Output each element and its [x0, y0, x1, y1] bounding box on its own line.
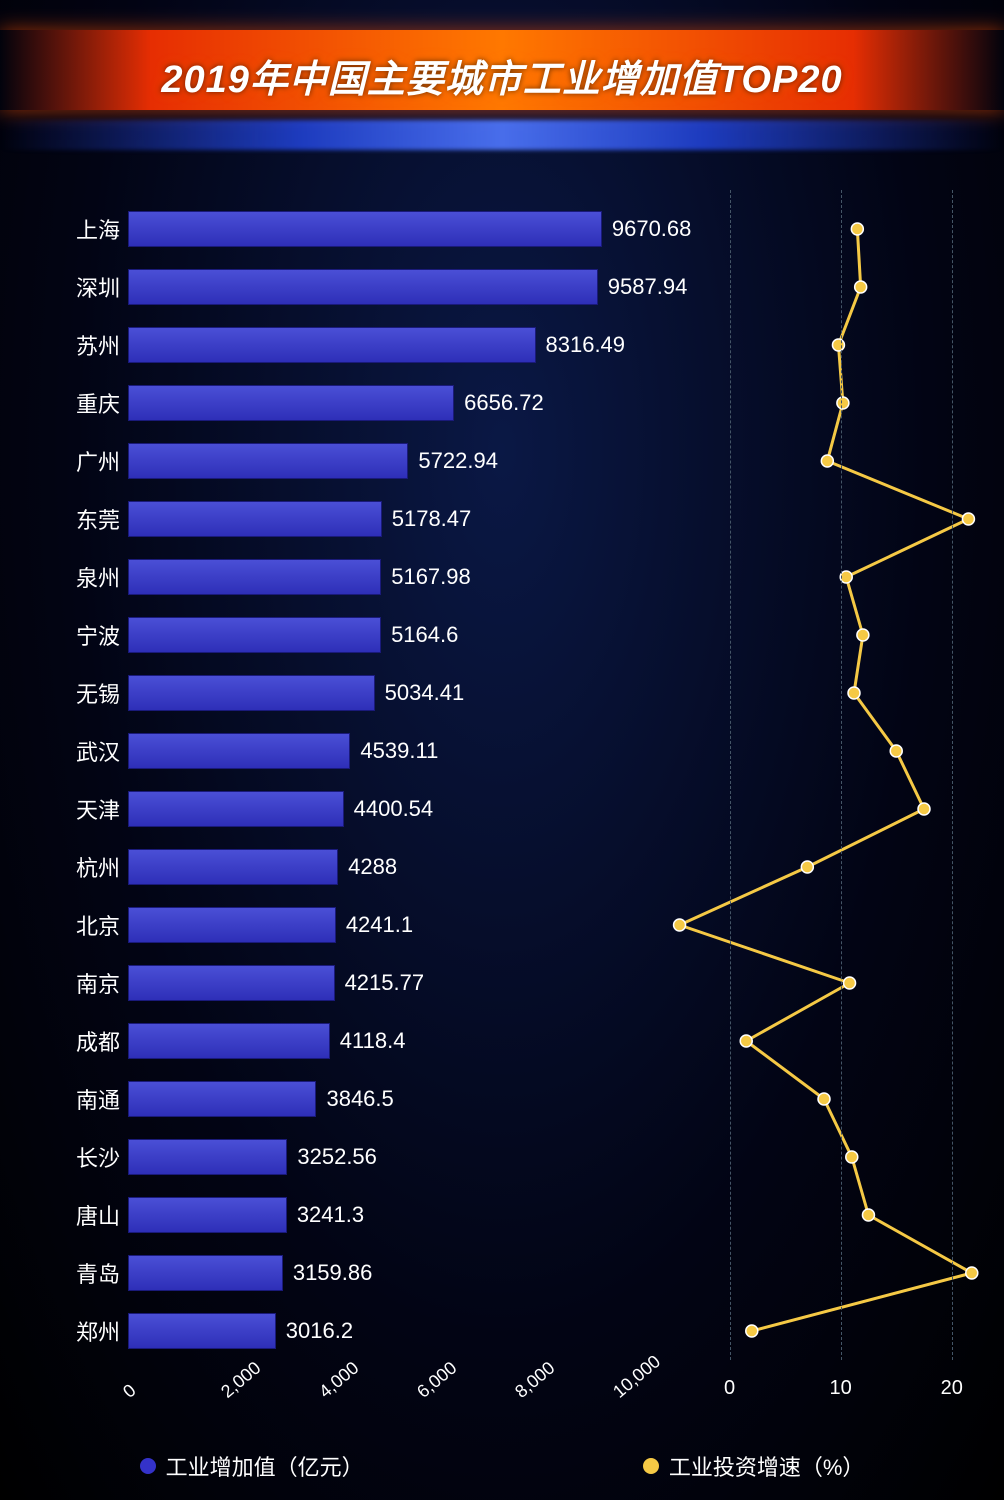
chart-row: 郑州 3016.2	[60, 1302, 974, 1360]
city-label: 南通	[60, 1083, 120, 1115]
line-x-tick: 10	[830, 1377, 852, 1400]
value-bar	[128, 617, 381, 653]
line-swatch-icon	[643, 1458, 659, 1474]
value-bar	[128, 385, 454, 421]
bar-value-label: 9587.94	[608, 274, 688, 300]
chart-row: 南京 4215.77	[60, 954, 974, 1012]
city-label: 天津	[60, 793, 120, 825]
city-label: 长沙	[60, 1141, 120, 1173]
value-bar	[128, 1023, 330, 1059]
legend-line-label: 工业投资增速（%）	[669, 1450, 865, 1482]
city-label: 唐山	[60, 1199, 120, 1231]
value-bar	[128, 559, 381, 595]
city-label: 上海	[60, 213, 120, 245]
bar-x-tick: 8,000	[511, 1358, 559, 1403]
line-x-tick: 0	[724, 1377, 735, 1400]
value-bar	[128, 501, 382, 537]
bar-value-label: 4400.54	[354, 796, 434, 822]
bar-value-label: 3846.5	[326, 1086, 393, 1112]
city-label: 广州	[60, 445, 120, 477]
bar-swatch-icon	[140, 1458, 156, 1474]
bar-value-label: 3159.86	[293, 1260, 373, 1286]
city-label: 杭州	[60, 851, 120, 883]
bar-x-tick: 6,000	[413, 1358, 461, 1403]
bar-value-label: 3241.3	[297, 1202, 364, 1228]
chart-row: 青岛 3159.86	[60, 1244, 974, 1302]
title-banner: 2019年中国主要城市工业增加值TOP20	[0, 0, 1004, 150]
bar-value-label: 8316.49	[546, 332, 626, 358]
chart-row: 东莞 5178.47	[60, 490, 974, 548]
chart-row: 北京 4241.1	[60, 896, 974, 954]
chart-row: 深圳 9587.94	[60, 258, 974, 316]
city-label: 南京	[60, 967, 120, 999]
chart-row: 南通 3846.5	[60, 1070, 974, 1128]
bar-value-label: 4288	[348, 854, 397, 880]
city-label: 北京	[60, 909, 120, 941]
chart-row: 长沙 3252.56	[60, 1128, 974, 1186]
chart-row: 宁波 5164.6	[60, 606, 974, 664]
chart-row: 无锡 5034.41	[60, 664, 974, 722]
city-label: 无锡	[60, 677, 120, 709]
value-bar	[128, 327, 536, 363]
value-bar	[128, 1139, 287, 1175]
city-label: 成都	[60, 1025, 120, 1057]
value-bar	[128, 733, 350, 769]
legend-bar: 工业增加值（亿元）	[140, 1450, 364, 1482]
value-bar	[128, 907, 336, 943]
city-label: 青岛	[60, 1257, 120, 1289]
bar-value-label: 6656.72	[464, 390, 544, 416]
city-label: 武汉	[60, 735, 120, 767]
chart-row: 上海 9670.68	[60, 200, 974, 258]
value-bar	[128, 965, 335, 1001]
chart-row: 唐山 3241.3	[60, 1186, 974, 1244]
chart-title: 2019年中国主要城市工业增加值TOP20	[161, 48, 842, 103]
chart-row: 杭州 4288	[60, 838, 974, 896]
value-bar	[128, 1197, 287, 1233]
value-bar	[128, 849, 338, 885]
city-label: 苏州	[60, 329, 120, 361]
value-bar	[128, 443, 408, 479]
bar-value-label: 5167.98	[391, 564, 471, 590]
chart-row: 重庆 6656.72	[60, 374, 974, 432]
city-label: 宁波	[60, 619, 120, 651]
value-bar	[128, 675, 375, 711]
value-bar	[128, 211, 602, 247]
bar-value-label: 5164.6	[391, 622, 458, 648]
bar-value-label: 9670.68	[612, 216, 692, 242]
city-label: 东莞	[60, 503, 120, 535]
bar-value-label: 5034.41	[385, 680, 465, 706]
bar-value-label: 4539.11	[360, 738, 438, 764]
bar-value-label: 4118.4	[340, 1028, 406, 1054]
bar-value-label: 4215.77	[345, 970, 425, 996]
chart-row: 成都 4118.4	[60, 1012, 974, 1070]
line-x-tick: 20	[941, 1377, 963, 1400]
legend: 工业增加值（亿元） 工业投资增速（%）	[0, 1450, 1004, 1482]
bar-value-label: 4241.1	[346, 912, 413, 938]
chart-row: 武汉 4539.11	[60, 722, 974, 780]
chart-area: 02,0004,0006,0008,00010,000 01020 上海9670…	[60, 190, 974, 1400]
city-label: 重庆	[60, 387, 120, 419]
chart-row: 苏州 8316.49	[60, 316, 974, 374]
bar-value-label: 3016.2	[286, 1318, 353, 1344]
chart-row: 广州 5722.94	[60, 432, 974, 490]
value-bar	[128, 1313, 276, 1349]
bar-x-tick: 4,000	[315, 1358, 363, 1403]
bar-x-tick: 0	[119, 1380, 140, 1403]
value-bar	[128, 791, 344, 827]
value-bar	[128, 1081, 316, 1117]
city-label: 泉州	[60, 561, 120, 593]
bar-x-axis: 02,0004,0006,0008,00010,000	[128, 1366, 618, 1426]
bar-value-label: 3252.56	[297, 1144, 377, 1170]
value-bar	[128, 1255, 283, 1291]
chart-row: 天津 4400.54	[60, 780, 974, 838]
city-label: 郑州	[60, 1315, 120, 1347]
bar-x-tick: 2,000	[217, 1358, 265, 1403]
value-bar	[128, 269, 598, 305]
bar-value-label: 5178.47	[392, 506, 472, 532]
bar-value-label: 5722.94	[418, 448, 498, 474]
chart-row: 泉州 5167.98	[60, 548, 974, 606]
legend-bar-label: 工业增加值（亿元）	[166, 1450, 364, 1482]
legend-line: 工业投资增速（%）	[643, 1450, 865, 1482]
city-label: 深圳	[60, 271, 120, 303]
